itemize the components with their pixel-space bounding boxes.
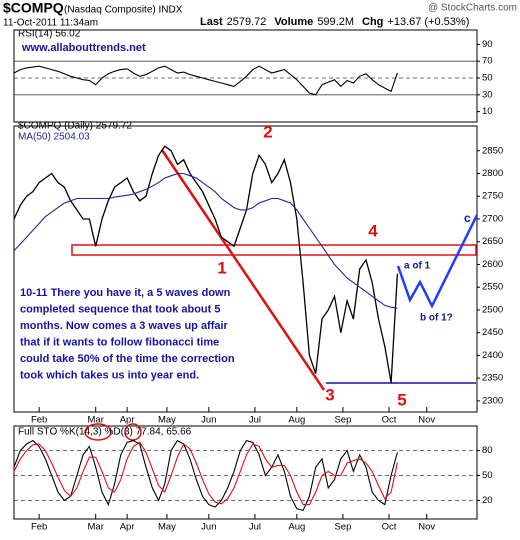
legend-entry: Full STO %K(14,3) %D(3) 77.84, 65.66 bbox=[18, 427, 192, 438]
index-name: (Nasdaq Composite) INDX bbox=[64, 5, 183, 16]
y-tick-label: 2350 bbox=[482, 373, 503, 384]
y-tick-label: 80 bbox=[482, 445, 493, 456]
stat-label: Chg bbox=[362, 16, 383, 28]
y-tick-label: 30 bbox=[482, 89, 493, 100]
x-tick-label: Sep bbox=[334, 522, 351, 533]
y-tick-label: 2850 bbox=[482, 145, 503, 156]
price-frame bbox=[13, 125, 478, 413]
y-tick-label: 2750 bbox=[482, 191, 503, 202]
y-tick-label: 2700 bbox=[482, 213, 503, 224]
x-tick-label: Jul bbox=[249, 522, 261, 533]
date: 11-Oct-2011 11:34am bbox=[3, 18, 98, 29]
y-tick-label: 2400 bbox=[482, 350, 503, 361]
wave-label: 2 bbox=[263, 122, 272, 141]
x-tick-label: Feb bbox=[31, 522, 47, 533]
x-tick-label: Oct bbox=[382, 522, 397, 533]
resistance-box bbox=[71, 244, 477, 256]
wave-label: 5 bbox=[397, 390, 406, 409]
stat-value: 599.2M bbox=[317, 16, 354, 28]
symbol: $COMPQ bbox=[3, 0, 64, 16]
y-tick-label: 50 bbox=[482, 470, 493, 481]
trend-line bbox=[160, 149, 326, 391]
y-tick-label: 2500 bbox=[482, 304, 503, 315]
x-tick-label: Nov bbox=[418, 415, 435, 426]
legend-entry: MA(50) 2504.03 bbox=[18, 132, 90, 143]
stat-value: +13.67 (+0.53%) bbox=[387, 16, 469, 28]
y-tick-label: 20 bbox=[482, 495, 493, 506]
stat-value: 2579.72 bbox=[227, 16, 267, 28]
y-tick-label: 10 bbox=[482, 106, 493, 117]
stat-label: Volume bbox=[274, 16, 313, 28]
highlight-circle bbox=[124, 423, 142, 441]
series-line bbox=[13, 441, 398, 506]
x-tick-label: Aug bbox=[288, 522, 305, 533]
y-tick-label: 2650 bbox=[482, 236, 503, 247]
wave-label: 1 bbox=[217, 258, 226, 277]
x-tick-label: Jul bbox=[249, 415, 261, 426]
credit: @ StockCharts.com bbox=[428, 3, 517, 14]
x-tick-label: May bbox=[158, 522, 176, 533]
legend-entry: $COMPQ (Daily) 2579.72 bbox=[18, 121, 132, 132]
wave-label: 4 bbox=[368, 221, 378, 240]
y-tick-label: 2300 bbox=[482, 395, 503, 406]
wave-label: 3 bbox=[325, 385, 334, 404]
rsi-frame bbox=[13, 29, 478, 123]
series-line bbox=[13, 172, 398, 309]
x-tick-label: Oct bbox=[382, 415, 397, 426]
projection-label: a of 1 bbox=[404, 261, 431, 272]
series-line bbox=[13, 439, 398, 512]
y-tick-label: 90 bbox=[482, 39, 493, 50]
series-line bbox=[13, 65, 398, 96]
y-tick-label: 2800 bbox=[482, 168, 503, 179]
legend-entry: RSI(14) 56.02 bbox=[18, 29, 81, 40]
x-tick-label: Mar bbox=[88, 522, 104, 533]
x-tick-label: Aug bbox=[288, 415, 305, 426]
commentary-line: 10-11 There you have it, a 5 waves down bbox=[20, 287, 231, 299]
commentary-line: months. Now comes a 3 waves up affair bbox=[20, 320, 229, 332]
highlight-circle bbox=[84, 423, 112, 441]
commentary: 10-11 There you have it, a 5 waves down c… bbox=[20, 287, 235, 382]
y-tick-label: 2600 bbox=[482, 259, 503, 270]
x-tick-label: Jun bbox=[201, 522, 216, 533]
projection-label: c bbox=[464, 211, 471, 225]
series-line bbox=[13, 145, 399, 383]
y-tick-label: 2450 bbox=[482, 327, 503, 338]
projection-path bbox=[396, 214, 479, 309]
x-tick-label: May bbox=[158, 415, 176, 426]
x-tick-label: Apr bbox=[120, 415, 135, 426]
sto-frame bbox=[13, 425, 478, 520]
commentary-line: completed sequence that took about 5 bbox=[20, 303, 220, 315]
projection-label: b of 1? bbox=[420, 313, 453, 324]
x-tick-label: Nov bbox=[418, 522, 435, 533]
x-tick-label: Sep bbox=[334, 415, 351, 426]
commentary-line: that if it wants to follow fibonacci tim… bbox=[20, 336, 219, 348]
commentary-line: took which takes us into year end. bbox=[20, 369, 199, 381]
x-tick-label: Feb bbox=[31, 415, 47, 426]
stats: Last 2579.72 Volume 599.2M Chg +13.67 (+0.53%… bbox=[200, 16, 469, 28]
x-tick-label: Jun bbox=[201, 415, 216, 426]
url: www.allabouttrends.net bbox=[21, 42, 146, 54]
commentary-line: could take 50% of the time the correctio… bbox=[20, 353, 235, 365]
stat-label: Last bbox=[200, 16, 223, 28]
x-tick-label: Apr bbox=[120, 522, 135, 533]
y-tick-label: 2550 bbox=[482, 282, 503, 293]
y-tick-label: 50 bbox=[482, 73, 493, 84]
x-tick-label: Mar bbox=[88, 415, 104, 426]
y-tick-label: 70 bbox=[482, 56, 493, 67]
